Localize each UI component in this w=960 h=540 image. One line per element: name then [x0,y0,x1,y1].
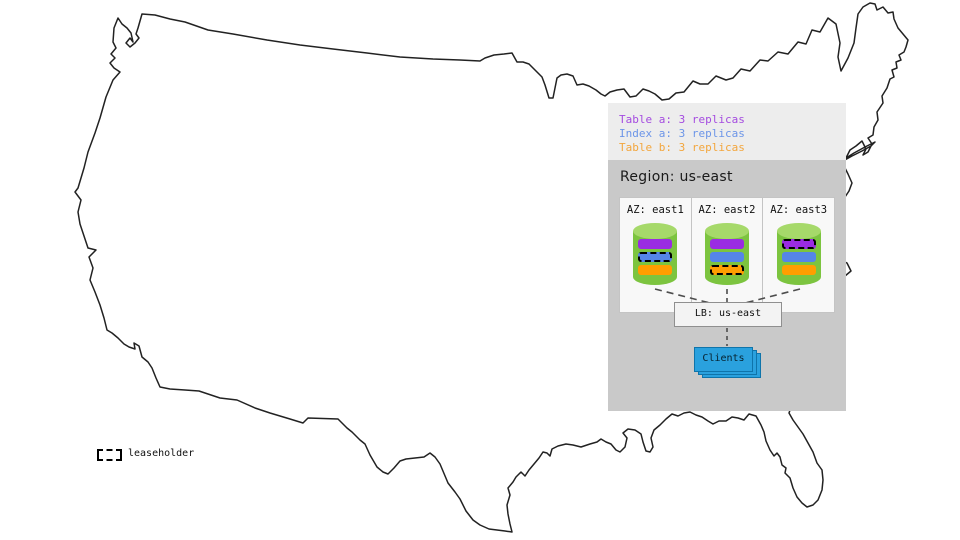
az-label: AZ: east1 [626,204,684,216]
replica-bar [781,265,816,275]
replica-bar [638,239,673,249]
replica-bar [710,252,744,262]
az-label: AZ: east2 [698,204,756,216]
clients-box: Clients [694,347,753,372]
az-row: AZ: east1 AZ: east2 [619,197,836,313]
replica-bar [781,252,816,262]
load-balancer-box: LB: us-east [674,302,782,327]
az-east3: AZ: east3 [762,197,836,313]
replica-bar [710,239,744,249]
az-east2: AZ: east2 [690,197,764,313]
legend-item-table-b: Table b: 3 replicas [619,141,745,154]
region-title: Region: us-east [620,169,733,185]
az-label: AZ: east3 [770,204,828,216]
replica-bar [710,265,744,275]
az-east1: AZ: east1 [619,197,692,313]
leaseholder-swatch-icon [97,449,122,461]
database-icon [632,222,678,286]
legend-item-table-a: Table a: 3 replicas [619,113,745,126]
database-icon [776,222,822,286]
replica-bar [638,265,673,275]
replica-legend: Table a: 3 replicas Index a: 3 replicas … [608,103,846,160]
replica-bar [781,239,816,249]
replica-bar [638,252,673,262]
legend-item-index-a: Index a: 3 replicas [619,127,745,140]
database-icon [704,222,750,286]
leaseholder-label: leaseholder [128,448,195,459]
